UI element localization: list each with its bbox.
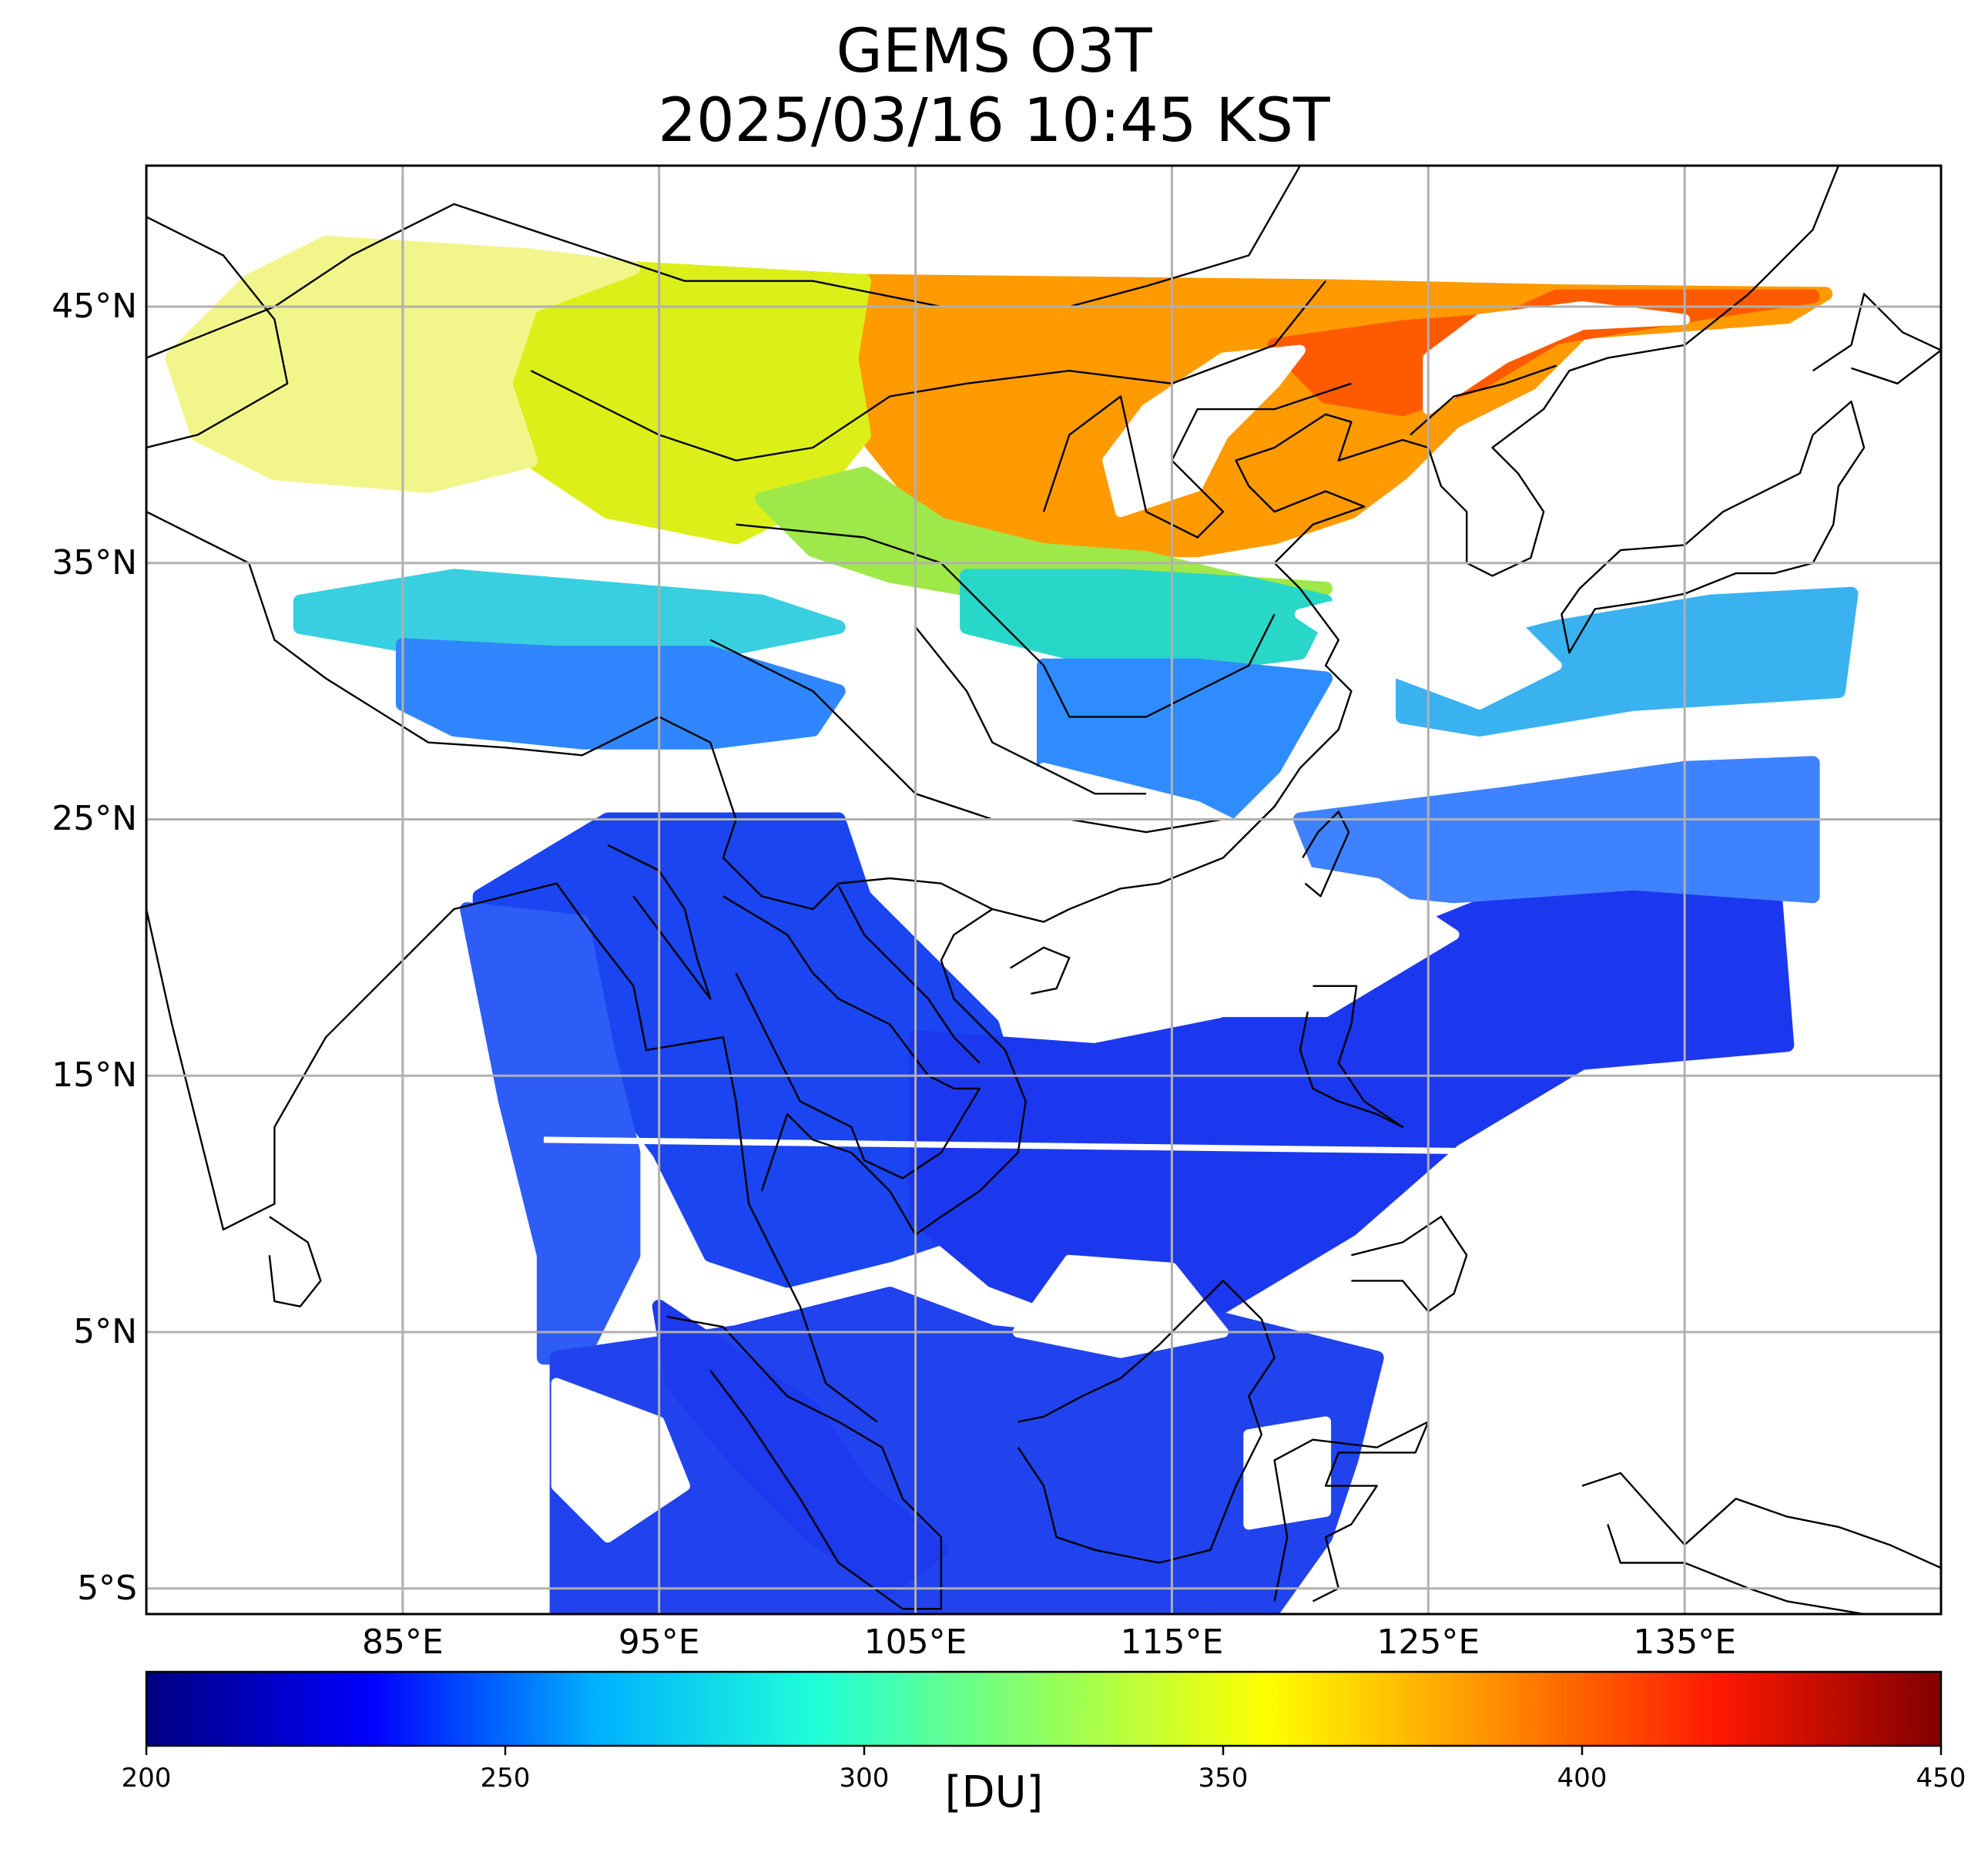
lat-label: 45°N: [52, 287, 137, 326]
cloud-mask: [1423, 301, 1691, 415]
colorbar-tick-label: 400: [1557, 1763, 1607, 1794]
cloud-mask: [551, 1378, 690, 1543]
lat-label: 25°N: [52, 799, 137, 839]
map-title: GEMS O3T: [836, 17, 1152, 86]
colorbar-tick-label: 200: [121, 1763, 172, 1794]
colorbar-tick-label: 450: [1916, 1763, 1966, 1794]
border-province-lines-1: [530, 280, 1327, 461]
ozone-region-tibet-south-blue: [395, 638, 846, 750]
colorbar: [145, 1670, 1943, 1747]
ozone-region-central-china-cyan: [960, 569, 1333, 673]
border-japan-honshu: [1561, 400, 1866, 654]
lon-label: 85°E: [361, 1623, 444, 1662]
map-subtitle: 2025/03/16 10:45 KST: [658, 86, 1330, 156]
lat-label: 35°N: [52, 542, 137, 582]
lon-label: 135°E: [1633, 1623, 1737, 1662]
colorbar-tick-label: 350: [1198, 1763, 1249, 1794]
border-sulawesi: [1273, 1421, 1430, 1602]
border-sri-lanka: [268, 1216, 322, 1307]
map-frame: [145, 164, 1943, 1616]
border-indochina-borders: [722, 895, 981, 1180]
border-taiwan: [1302, 810, 1350, 898]
lon-label: 95°E: [618, 1623, 700, 1662]
cloud-mask: [1089, 865, 1460, 1018]
border-borneo: [1017, 1280, 1276, 1564]
border-new-guinea: [1581, 1472, 1941, 1614]
lat-label: 5°S: [77, 1568, 137, 1608]
border-korea-border: [1410, 364, 1557, 436]
lat-label: 5°N: [73, 1311, 137, 1351]
lon-label: 125°E: [1376, 1623, 1480, 1662]
border-mindanao: [1351, 1215, 1468, 1313]
ozone-layer: [165, 235, 1859, 1614]
colorbar-tick-label: 300: [839, 1763, 890, 1794]
lat-label: 15°N: [52, 1055, 137, 1096]
colorbar-ticks: [145, 1746, 1943, 1755]
border-china-interior-2: [146, 511, 993, 911]
border-china-interior-1: [146, 166, 1301, 359]
lon-label: 115°E: [1120, 1623, 1224, 1662]
border-province-lines-3: [709, 639, 1224, 834]
border-kazakh-border: [146, 216, 289, 449]
border-province-lines-2: [736, 523, 1276, 718]
cloud-mask: [1102, 344, 1306, 518]
lon-label: 105°E: [863, 1623, 967, 1662]
border-sumatra: [666, 1315, 943, 1610]
border-province-lines-5: [1042, 382, 1352, 539]
gridlines: [146, 166, 1941, 1614]
ozone-region-tibet-cyan: [293, 569, 846, 660]
cloud-mask: [1243, 1416, 1332, 1530]
border-province-lines-4: [914, 626, 1147, 795]
ozone-region-bay-of-bengal-blue: [460, 902, 641, 1365]
scan-gap-streak: [543, 1136, 1595, 1156]
border-bangladesh-myanmar-coast: [505, 882, 878, 1423]
colorbar-tick-label: 250: [480, 1763, 531, 1794]
border-hainan: [1010, 946, 1071, 995]
border-hokkaido: [1812, 293, 1941, 384]
colorbar-units: [DU]: [944, 1767, 1044, 1817]
